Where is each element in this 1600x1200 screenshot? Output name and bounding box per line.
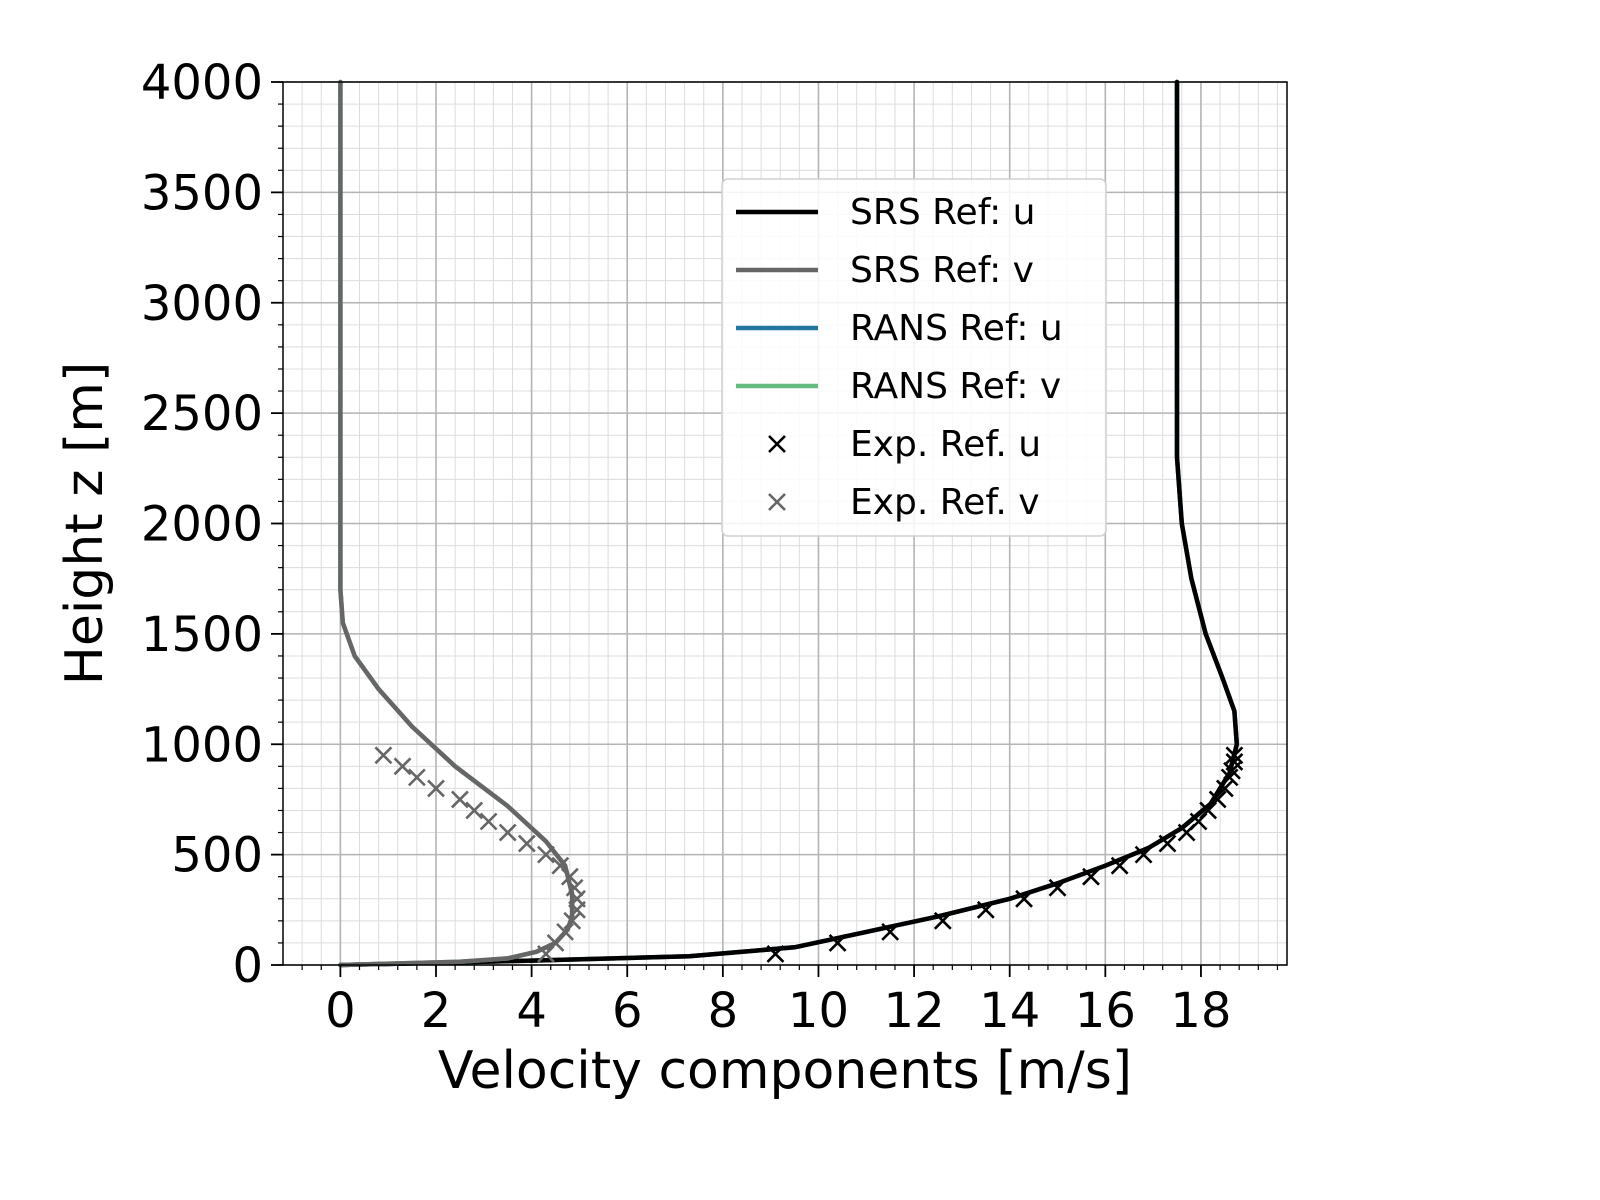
- legend-label-srs-ref-u: SRS Ref: u: [850, 192, 1035, 233]
- data-point-exp-ref-v: [563, 911, 582, 930]
- data-point-exp-ref-v: [450, 790, 469, 809]
- y-tick-label: 3500: [141, 165, 263, 221]
- x-tick-label: 8: [708, 983, 739, 1039]
- data-point-exp-ref-v: [479, 812, 498, 831]
- data-point-exp-ref-v: [498, 823, 517, 842]
- x-tick-label: 12: [884, 983, 945, 1039]
- data-point-exp-ref-u: [1048, 878, 1067, 897]
- x-tick-label: 16: [1075, 983, 1136, 1039]
- data-point-exp-ref-v: [551, 856, 570, 875]
- y-tick-label: 3000: [141, 276, 263, 332]
- data-point-exp-ref-v: [393, 757, 412, 776]
- data-point-exp-ref-u: [1082, 867, 1100, 886]
- x-tick-label: 0: [325, 983, 356, 1039]
- y-axis-label: Height z [m]: [55, 362, 115, 685]
- y-tick-label: 500: [171, 828, 263, 884]
- data-point-exp-ref-v: [568, 889, 586, 908]
- x-tick-label: 18: [1170, 983, 1231, 1039]
- data-point-exp-ref-u: [881, 922, 900, 941]
- legend-label-rans-ref-u: RANS Ref: u: [850, 308, 1063, 349]
- data-point-exp-ref-v: [465, 801, 484, 820]
- series-line-srs-ref-u: [338, 79, 1240, 968]
- x-tick-label: 2: [421, 983, 452, 1039]
- data-point-exp-ref-u: [1134, 845, 1153, 864]
- data-point-exp-ref-u: [1015, 889, 1033, 908]
- legend-label-exp-ref-v: Exp. Ref. v: [850, 482, 1040, 523]
- legend-swatch-exp-ref-u: [768, 435, 786, 453]
- series-layer: [338, 79, 1244, 968]
- data-point-exp-ref-u: [828, 934, 847, 952]
- y-tick-label: 2500: [141, 386, 263, 442]
- data-point-exp-ref-u: [1158, 834, 1177, 853]
- data-point-exp-ref-u: [1215, 779, 1234, 798]
- legend-label-rans-ref-v: RANS Ref: v: [850, 366, 1061, 407]
- data-point-exp-ref-v: [556, 922, 574, 941]
- data-point-exp-ref-u: [1225, 746, 1244, 765]
- data-point-exp-ref-u: [766, 945, 785, 963]
- x-tick-label: 10: [788, 983, 849, 1039]
- data-point-exp-ref-v: [407, 768, 426, 787]
- data-point-exp-ref-v: [517, 834, 536, 853]
- data-point-exp-ref-v: [374, 746, 393, 765]
- legend-label-exp-ref-u: Exp. Ref. u: [850, 424, 1041, 465]
- legend-swatch-exp-ref-v: [768, 493, 786, 511]
- data-point-exp-ref-u: [1208, 790, 1227, 809]
- x-tick-label: 6: [612, 983, 643, 1039]
- series-line-srs-ref-v: [338, 79, 575, 968]
- data-point-exp-ref-v: [427, 779, 445, 798]
- data-point-exp-ref-u: [976, 900, 995, 919]
- legend: SRS Ref: u SRS Ref: v RANS Ref: u RANS Ref:…: [721, 178, 1107, 537]
- axis-ticks: [271, 81, 1279, 977]
- data-point-exp-ref-u: [1225, 752, 1244, 771]
- data-point-exp-ref-u: [1110, 856, 1129, 875]
- tick-labels: 0 2 4 6 8 10 12 14 16 18 0 500 1000 1500 2000 2500 3000 3…: [141, 55, 1232, 1039]
- y-tick-label: 0: [232, 938, 263, 994]
- y-tick-label: 2000: [141, 497, 263, 553]
- y-tick-label: 1500: [141, 607, 263, 663]
- y-tick-label: 1000: [141, 717, 263, 773]
- data-point-exp-ref-v: [565, 878, 584, 897]
- data-point-exp-ref-u: [933, 911, 952, 930]
- data-point-exp-ref-v: [537, 845, 555, 864]
- x-tick-label: 4: [516, 983, 547, 1039]
- legend-label-srs-ref-v: SRS Ref: v: [850, 250, 1034, 291]
- y-tick-label: 4000: [141, 55, 263, 111]
- x-tick-label: 14: [979, 983, 1040, 1039]
- x-axis-label: Velocity components [m/s]: [438, 1041, 1132, 1101]
